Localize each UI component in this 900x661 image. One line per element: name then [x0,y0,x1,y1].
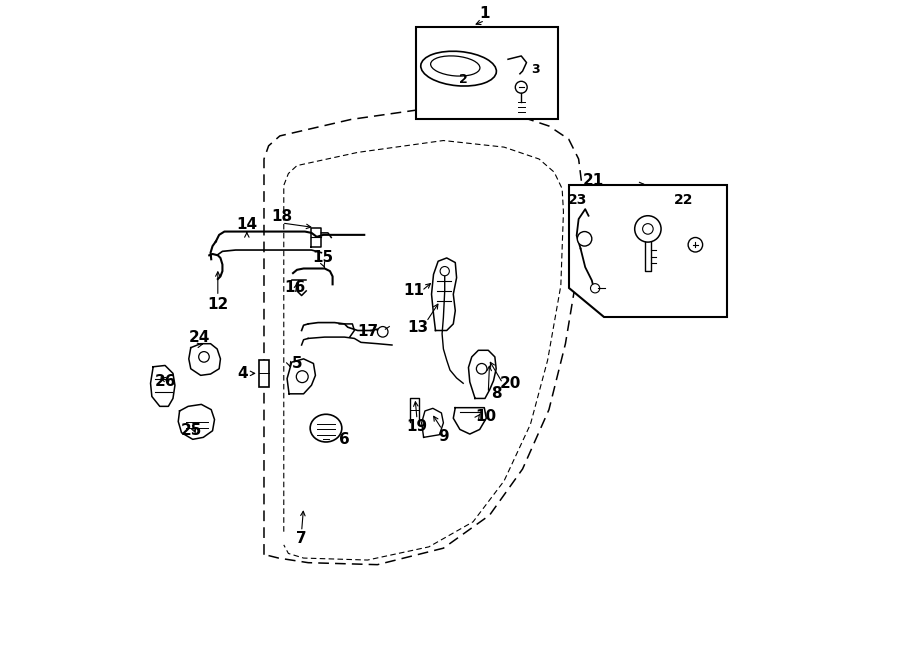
Bar [258,360,269,387]
Polygon shape [569,185,727,317]
Text: 13: 13 [408,320,429,334]
Circle shape [634,215,662,242]
Text: 24: 24 [189,330,210,344]
Text: 21: 21 [583,173,605,188]
Text: 12: 12 [207,297,229,311]
Text: 25: 25 [181,423,202,438]
Text: 23: 23 [568,193,587,207]
Text: 6: 6 [339,432,350,447]
Text: 4: 4 [237,366,248,381]
Text: 1: 1 [480,7,491,21]
Circle shape [590,284,599,293]
Text: 26: 26 [154,374,176,389]
Text: 14: 14 [237,217,257,233]
Ellipse shape [421,52,497,86]
Text: 20: 20 [500,375,521,391]
Ellipse shape [430,56,480,76]
Text: 18: 18 [271,209,292,224]
Text: 11: 11 [403,284,424,298]
Circle shape [476,364,487,374]
Ellipse shape [310,414,342,442]
Text: 5: 5 [292,356,302,371]
Text: 8: 8 [491,385,501,401]
Circle shape [296,371,308,383]
Circle shape [377,327,388,337]
Circle shape [577,231,592,246]
Text: 22: 22 [674,193,693,207]
Circle shape [643,223,653,234]
Text: 9: 9 [438,428,449,444]
Bar [416,27,557,120]
Text: 15: 15 [313,251,334,266]
Text: 2: 2 [459,73,468,87]
Circle shape [688,237,703,252]
Text: 7: 7 [296,531,307,546]
Circle shape [516,81,527,93]
Text: 3: 3 [531,63,540,77]
Text: 10: 10 [476,408,497,424]
Text: 17: 17 [357,325,378,339]
Text: 19: 19 [407,418,428,434]
Circle shape [440,266,449,276]
Circle shape [199,352,209,362]
Text: 16: 16 [284,280,306,295]
